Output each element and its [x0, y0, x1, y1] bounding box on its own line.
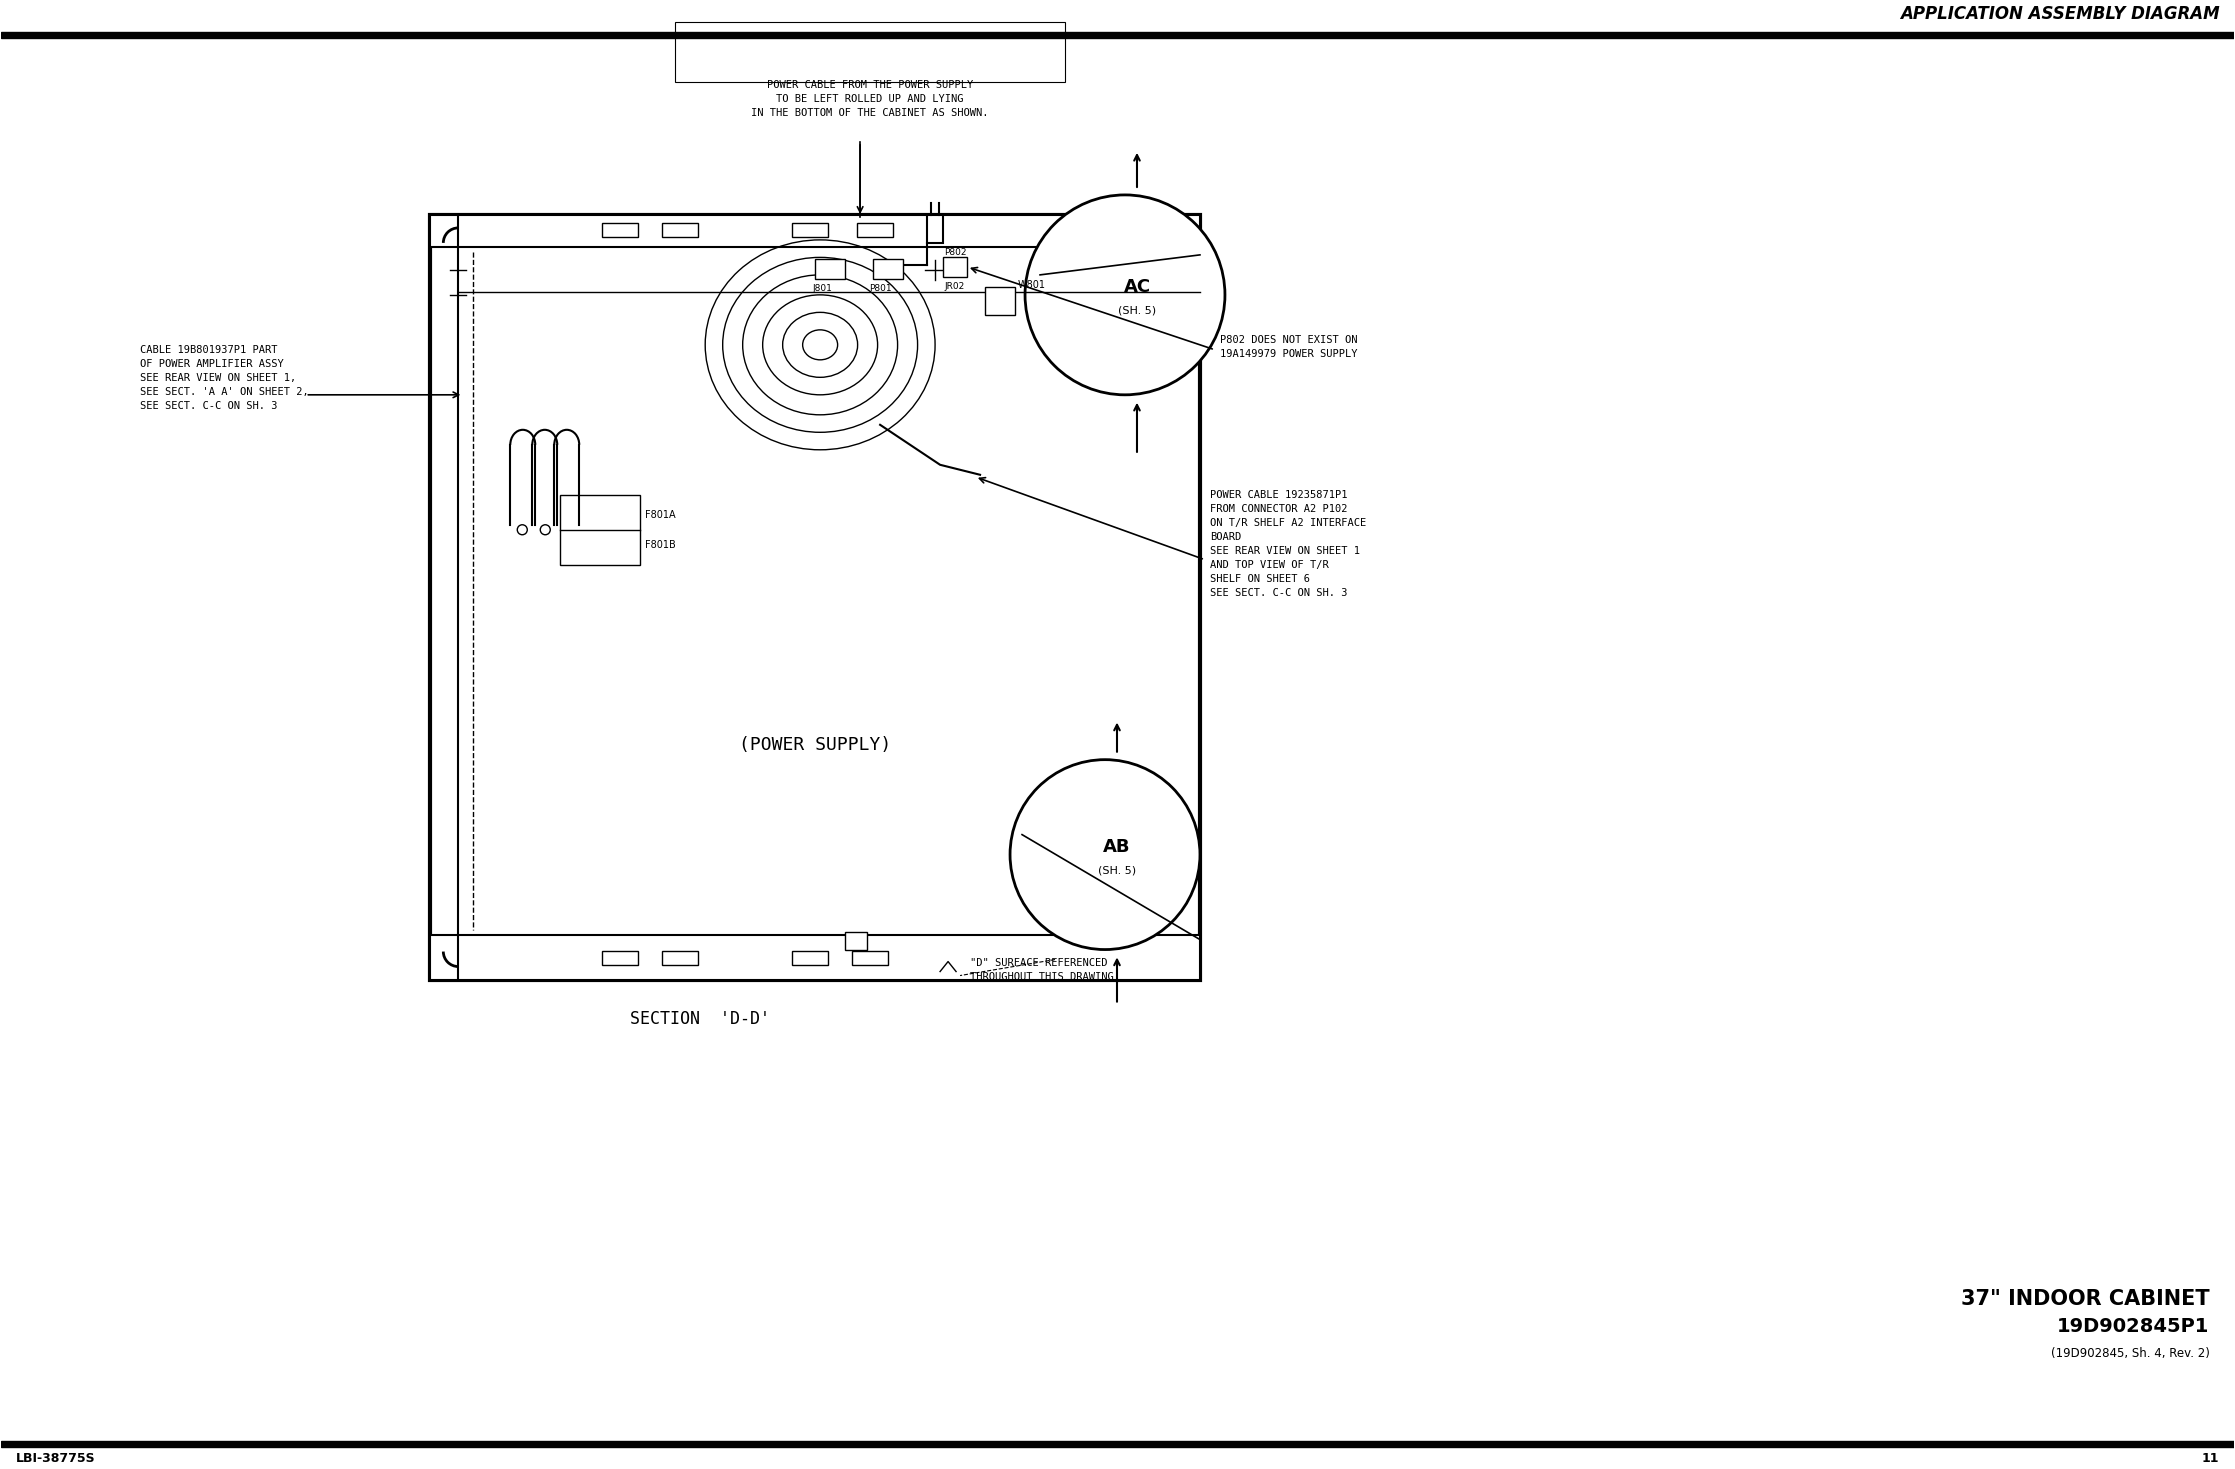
- Text: APPLICATION ASSEMBLY DIAGRAM: APPLICATION ASSEMBLY DIAGRAM: [1900, 4, 2219, 24]
- Text: J801: J801: [811, 285, 831, 294]
- Text: (POWER SUPPLY): (POWER SUPPLY): [740, 736, 892, 754]
- Text: F801B: F801B: [646, 539, 675, 549]
- Bar: [561, 495, 639, 564]
- Text: SECTION  'D-D': SECTION 'D-D': [630, 1009, 771, 1027]
- Bar: [928, 214, 943, 242]
- Text: P802 DOES NOT EXIST ON
19A149979 POWER SUPPLY: P802 DOES NOT EXIST ON 19A149979 POWER S…: [1220, 335, 1357, 358]
- Bar: [986, 286, 1015, 314]
- Bar: [791, 950, 829, 965]
- Bar: [662, 950, 697, 965]
- Bar: [675, 22, 1066, 82]
- Text: (19D902845, Sh. 4, Rev. 2): (19D902845, Sh. 4, Rev. 2): [2052, 1347, 2210, 1360]
- Text: 37" INDOOR CABINET: 37" INDOOR CABINET: [1960, 1290, 2210, 1309]
- Text: P802: P802: [943, 248, 966, 257]
- Bar: [601, 223, 639, 237]
- Circle shape: [1026, 195, 1225, 395]
- Bar: [431, 214, 1200, 980]
- Text: "D" SURFACE REFERENCED
THROUGHOUT THIS DRAWING: "D" SURFACE REFERENCED THROUGHOUT THIS D…: [970, 958, 1113, 981]
- Text: POWER CABLE 19235871P1
FROM CONNECTOR A2 P102
ON T/R SHELF A2 INTERFACE
BOARD
SE: POWER CABLE 19235871P1 FROM CONNECTOR A2…: [1209, 489, 1366, 598]
- Bar: [431, 934, 1200, 980]
- Text: F801A: F801A: [646, 510, 675, 520]
- Bar: [856, 223, 894, 237]
- Circle shape: [541, 524, 550, 535]
- Bar: [601, 950, 639, 965]
- Bar: [0, 32, 2235, 38]
- Bar: [943, 257, 968, 276]
- Bar: [845, 931, 867, 949]
- Circle shape: [1010, 759, 1200, 949]
- Text: P801: P801: [869, 285, 892, 294]
- Bar: [791, 223, 829, 237]
- Text: W801: W801: [1019, 281, 1046, 289]
- Bar: [816, 259, 845, 279]
- Text: 19D902845P1: 19D902845P1: [2056, 1318, 2210, 1337]
- Text: CABLE 19B801937P1 PART
OF POWER AMPLIFIER ASSY
SEE REAR VIEW ON SHEET 1,
SEE SEC: CABLE 19B801937P1 PART OF POWER AMPLIFIE…: [141, 345, 308, 411]
- Text: JR02: JR02: [945, 282, 966, 291]
- Bar: [852, 950, 887, 965]
- Bar: [431, 214, 1200, 247]
- Text: (SH. 5): (SH. 5): [1118, 306, 1155, 316]
- Text: 11: 11: [2201, 1453, 2219, 1465]
- Text: LBI-38775S: LBI-38775S: [16, 1453, 96, 1465]
- Text: AB: AB: [1104, 837, 1131, 855]
- Text: AC: AC: [1124, 278, 1151, 295]
- Bar: [874, 259, 903, 279]
- Text: POWER CABLE FROM THE POWER SUPPLY
TO BE LEFT ROLLED UP AND LYING
IN THE BOTTOM O: POWER CABLE FROM THE POWER SUPPLY TO BE …: [751, 79, 988, 118]
- Bar: [662, 223, 697, 237]
- Text: (SH. 5): (SH. 5): [1097, 865, 1135, 876]
- Bar: [0, 1441, 2235, 1447]
- Circle shape: [516, 524, 527, 535]
